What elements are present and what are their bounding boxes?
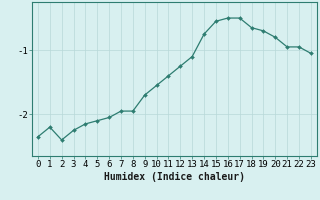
X-axis label: Humidex (Indice chaleur): Humidex (Indice chaleur): [104, 172, 245, 182]
